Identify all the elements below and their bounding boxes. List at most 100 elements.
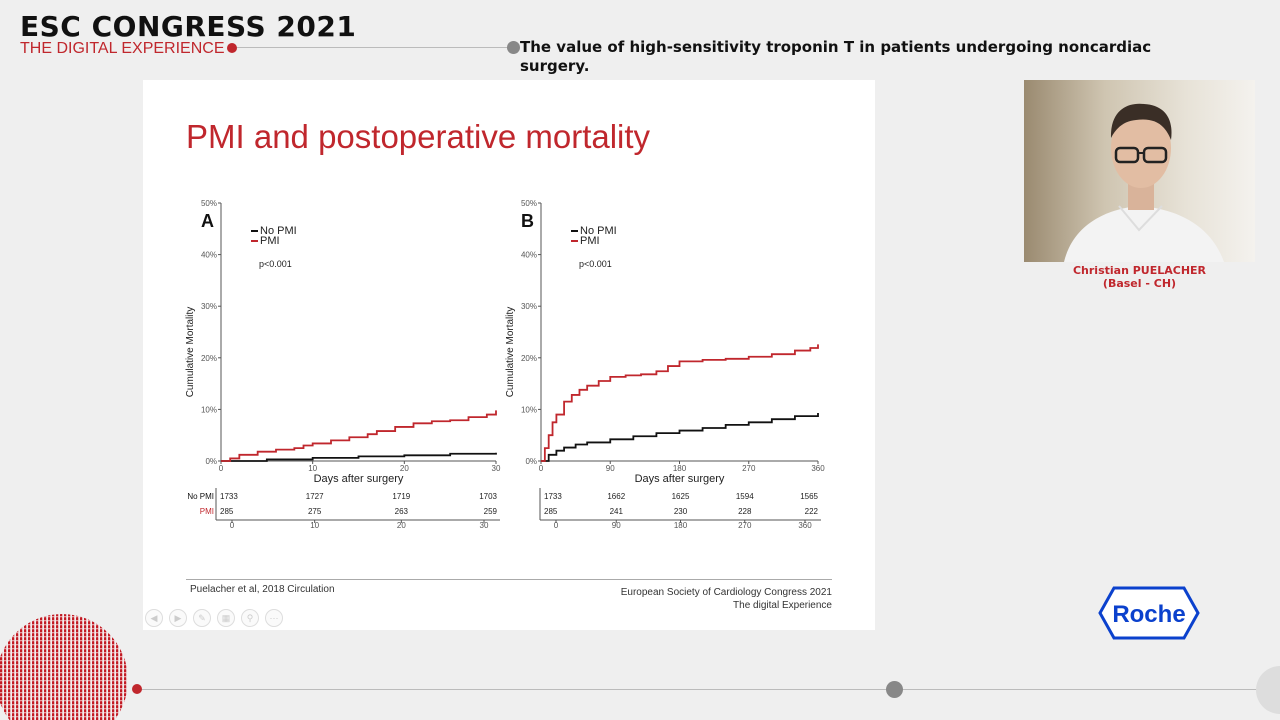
risk-cell: 1662 [607, 492, 625, 501]
header-dot-grey [507, 41, 520, 54]
risk-cell: 1727 [306, 492, 324, 501]
roche-logo: Roche [1098, 586, 1200, 640]
congress-tagline: THE DIGITAL EXPERIENCE [20, 40, 225, 57]
risk-row-label: PMI [200, 507, 214, 516]
risk-tick-label: 0 [554, 521, 559, 530]
risk-cell: 241 [610, 507, 624, 516]
risk-cell: 1719 [392, 492, 410, 501]
x-axis-label: Days after surgery [314, 473, 404, 485]
risk-cell: 222 [805, 507, 819, 516]
header-dot-red [227, 43, 237, 53]
y-tick-label: 30% [201, 302, 217, 311]
x-tick-label: 270 [742, 464, 756, 473]
risk-cell: 1594 [736, 492, 754, 501]
risk-cell: 230 [674, 507, 688, 516]
x-tick-label: 360 [811, 464, 825, 473]
timeline-track [138, 689, 1280, 690]
y-tick-label: 10% [521, 405, 537, 414]
x-tick-label: 180 [673, 464, 687, 473]
slide-footer-line2: The digital Experience [733, 600, 832, 611]
slide-footer: European Society of Cardiology Congress … [621, 586, 832, 612]
x-tick-label: 90 [606, 464, 615, 473]
slide-footer-line1: European Society of Cardiology Congress … [620, 587, 832, 598]
risk-cell: 1733 [220, 492, 238, 501]
y-tick-label: 20% [521, 354, 537, 363]
p-value: p<0.001 [259, 259, 292, 269]
speaker-silhouette-icon [1064, 103, 1224, 262]
y-tick-label: 20% [201, 354, 217, 363]
chart-panel-a: 0% 10% 20% 30% 40% 50% 0 10 20 30 Days after surge… [185, 199, 501, 530]
panel-label: A [201, 211, 214, 231]
x-tick-label: 20 [400, 464, 409, 473]
legend-entry: PMI [580, 235, 600, 247]
risk-cell: 285 [544, 507, 558, 516]
series-line-no-pmi [221, 452, 497, 462]
risk-cell: 228 [738, 507, 752, 516]
zoom-icon[interactable]: ⚲ [241, 609, 259, 627]
slide-controls: ◀ ▶ ✎ ▦ ⚲ ⋯ [145, 609, 283, 627]
risk-cell: 285 [220, 507, 234, 516]
series-line-pmi [541, 344, 819, 462]
speaker-video [1024, 80, 1255, 262]
y-tick-label: 40% [201, 251, 217, 260]
y-tick-label: 0% [205, 457, 217, 466]
header-divider [232, 47, 514, 48]
x-tick-label: 0 [539, 464, 544, 473]
legend-entry: No PMI [580, 225, 617, 237]
next-slide-icon[interactable]: ▶ [169, 609, 187, 627]
risk-tick-label: 180 [674, 521, 688, 530]
risk-tick-label: 90 [612, 521, 621, 530]
slides-grid-icon[interactable]: ▦ [217, 609, 235, 627]
roche-logo-text: Roche [1112, 601, 1185, 628]
decorative-halftone [0, 614, 128, 720]
y-tick-label: 30% [521, 302, 537, 311]
slide-title: PMI and postoperative mortality [186, 118, 651, 155]
panel-label: B [521, 211, 534, 231]
series-line-no-pmi [541, 413, 819, 462]
risk-tick-label: 20 [397, 521, 406, 530]
slide-footer-divider [186, 579, 832, 580]
risk-row-label: No PMI [187, 492, 214, 501]
pen-icon[interactable]: ✎ [193, 609, 211, 627]
risk-tick-label: 360 [798, 521, 812, 530]
risk-cell: 1565 [800, 492, 818, 501]
x-tick-label: 0 [219, 464, 224, 473]
risk-cell: 1733 [544, 492, 562, 501]
risk-cell: 275 [308, 507, 322, 516]
speaker-name: Christian PUELACHER [1072, 264, 1207, 277]
x-tick-label: 10 [308, 464, 317, 473]
p-value: p<0.001 [579, 259, 612, 269]
timeline-marker [886, 681, 903, 698]
slide-reference: Puelacher et al, 2018 Circulation [190, 584, 335, 595]
prev-slide-icon[interactable]: ◀ [145, 609, 163, 627]
km-charts: 0% 10% 20% 30% 40% 50% 0 10 20 30 Days after surge… [185, 199, 825, 530]
congress-title: ESC CONGRESS 2021 [20, 10, 357, 43]
risk-cell: 1703 [479, 492, 497, 501]
speaker-affiliation: (Basel - CH) [1102, 277, 1177, 290]
y-tick-label: 40% [521, 251, 537, 260]
risk-tick-label: 10 [310, 521, 319, 530]
risk-tick-label: 270 [738, 521, 752, 530]
timeline-end-dot [1256, 666, 1280, 714]
presentation-slide [143, 80, 875, 630]
speaker-caption: Christian PUELACHER (Basel - CH) [1024, 264, 1255, 290]
talk-title: The value of high-sensitivity troponin T… [520, 38, 1152, 75]
y-axis-label: Cumulative Mortality [505, 307, 516, 398]
x-tick-label: 30 [492, 464, 501, 473]
y-tick-label: 50% [521, 199, 537, 208]
y-tick-label: 0% [525, 457, 537, 466]
timeline-start-dot [132, 684, 142, 694]
legend-entry: PMI [260, 235, 280, 247]
chart-panel-b: 0% 10% 20% 30% 40% 50% 0 90 180 270 360 Days after … [505, 199, 825, 530]
risk-tick-label: 30 [480, 521, 489, 530]
risk-tick-label: 0 [230, 521, 235, 530]
y-tick-label: 10% [201, 405, 217, 414]
legend-entry: No PMI [260, 225, 297, 237]
y-axis-label: Cumulative Mortality [185, 307, 196, 398]
risk-cell: 263 [395, 507, 409, 516]
risk-cell: 259 [484, 507, 498, 516]
series-line-pmi [221, 410, 497, 462]
x-axis-label: Days after surgery [635, 473, 725, 485]
risk-cell: 1625 [672, 492, 690, 501]
more-icon[interactable]: ⋯ [265, 609, 283, 627]
